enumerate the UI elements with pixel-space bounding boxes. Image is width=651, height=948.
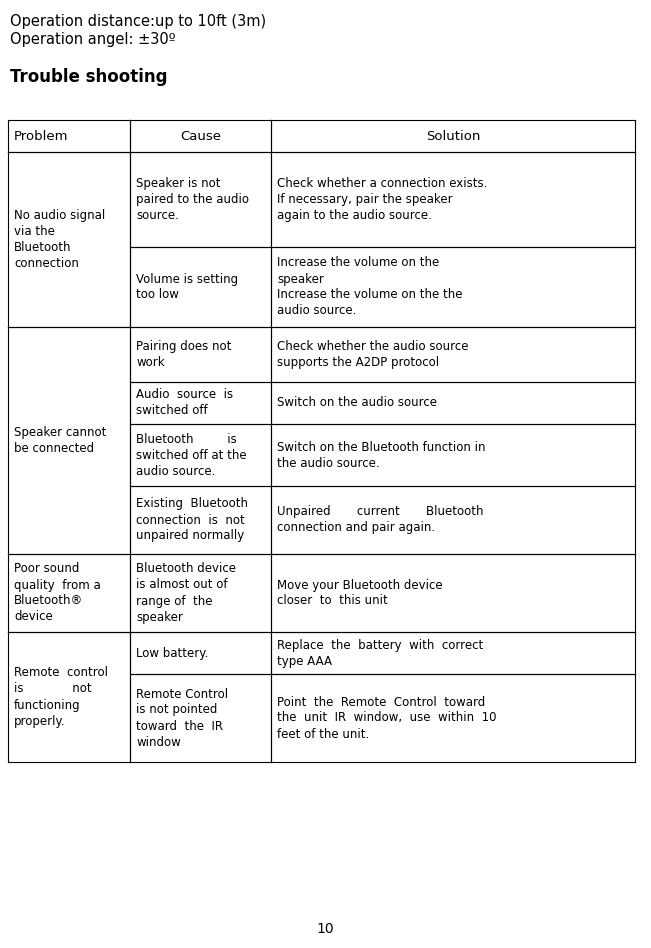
Text: Speaker is not
paired to the audio
source.: Speaker is not paired to the audio sourc… xyxy=(136,177,249,222)
Text: Trouble shooting: Trouble shooting xyxy=(10,68,167,86)
Text: No audio signal
via the
Bluetooth
connection: No audio signal via the Bluetooth connec… xyxy=(14,209,105,270)
Text: Check whether a connection exists.
If necessary, pair the speaker
again to the a: Check whether a connection exists. If ne… xyxy=(277,177,488,222)
Text: Unpaired       current       Bluetooth
connection and pair again.: Unpaired current Bluetooth connection an… xyxy=(277,505,484,535)
Text: Bluetooth         is
switched off at the
audio source.: Bluetooth is switched off at the audio s… xyxy=(136,432,247,478)
Text: 10: 10 xyxy=(316,922,335,936)
Text: Replace  the  battery  with  correct
type AAA: Replace the battery with correct type AA… xyxy=(277,639,484,667)
Text: Solution: Solution xyxy=(426,130,480,142)
Text: Remote  control
is             not
functioning
properly.: Remote control is not functioning proper… xyxy=(14,666,108,727)
Text: Switch on the audio source: Switch on the audio source xyxy=(277,396,437,410)
Text: Check whether the audio source
supports the A2DP protocol: Check whether the audio source supports … xyxy=(277,340,469,369)
Text: Remote Control
is not pointed
toward  the  IR
window: Remote Control is not pointed toward the… xyxy=(136,687,229,749)
Text: Speaker cannot
be connected: Speaker cannot be connected xyxy=(14,426,106,455)
Text: Existing  Bluetooth
connection  is  not
unpaired normally: Existing Bluetooth connection is not unp… xyxy=(136,498,248,542)
Text: Poor sound
quality  from a
Bluetooth®
device: Poor sound quality from a Bluetooth® dev… xyxy=(14,562,101,624)
Text: Low battery.: Low battery. xyxy=(136,647,208,660)
Text: Cause: Cause xyxy=(180,130,221,142)
Text: Increase the volume on the
speaker
Increase the volume on the the
audio source.: Increase the volume on the speaker Incre… xyxy=(277,257,463,318)
Text: Operation distance:up to 10ft (3m): Operation distance:up to 10ft (3m) xyxy=(10,14,266,29)
Text: Bluetooth device
is almost out of
range of  the
speaker: Bluetooth device is almost out of range … xyxy=(136,562,236,624)
Text: Problem: Problem xyxy=(14,130,68,142)
Text: Move your Bluetooth device
closer  to  this unit: Move your Bluetooth device closer to thi… xyxy=(277,578,443,608)
Text: Point  the  Remote  Control  toward
the  unit  IR  window,  use  within  10
feet: Point the Remote Control toward the unit… xyxy=(277,696,497,740)
Text: Volume is setting
too low: Volume is setting too low xyxy=(136,272,238,301)
Text: Pairing does not
work: Pairing does not work xyxy=(136,340,232,369)
Text: Audio  source  is
switched off: Audio source is switched off xyxy=(136,389,234,417)
Text: Operation angel: ±30º: Operation angel: ±30º xyxy=(10,32,176,47)
Text: Switch on the Bluetooth function in
the audio source.: Switch on the Bluetooth function in the … xyxy=(277,441,486,469)
